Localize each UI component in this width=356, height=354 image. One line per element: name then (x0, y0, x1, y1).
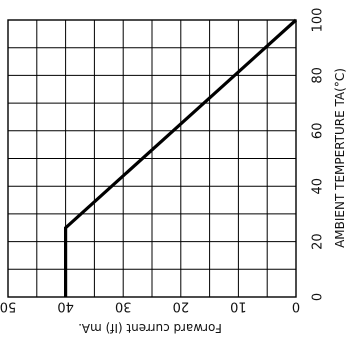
y-tick-label: 40 (57, 299, 74, 314)
y-tick-label: 20 (173, 299, 190, 314)
x-tick-label: 20 (311, 233, 326, 250)
y-tick-label: 50 (0, 299, 16, 314)
y-tick-label: 30 (115, 299, 132, 314)
x-tick-label: 40 (311, 178, 326, 195)
series-layer (63, 18, 298, 297)
x-tick-label: 0 (311, 293, 326, 301)
y-tick-label: 0 (292, 299, 300, 314)
x-tick-label: 100 (311, 8, 326, 33)
y-tick-labels: 0 10 20 30 40 50 (0, 299, 300, 314)
y-tick-label: 10 (230, 299, 247, 314)
x-tick-label: 60 (311, 123, 326, 140)
x-tick-labels: 0 20 40 60 80 100 (311, 8, 326, 302)
plot-frame (7, 19, 297, 298)
y-axis-title: Forward current (If) mA. (78, 321, 222, 335)
x-axis-title: AMBIENT TEMPERTURE TA(°C) (333, 68, 347, 248)
series-line-0 (63, 18, 298, 297)
x-tick-label: 80 (311, 67, 326, 84)
